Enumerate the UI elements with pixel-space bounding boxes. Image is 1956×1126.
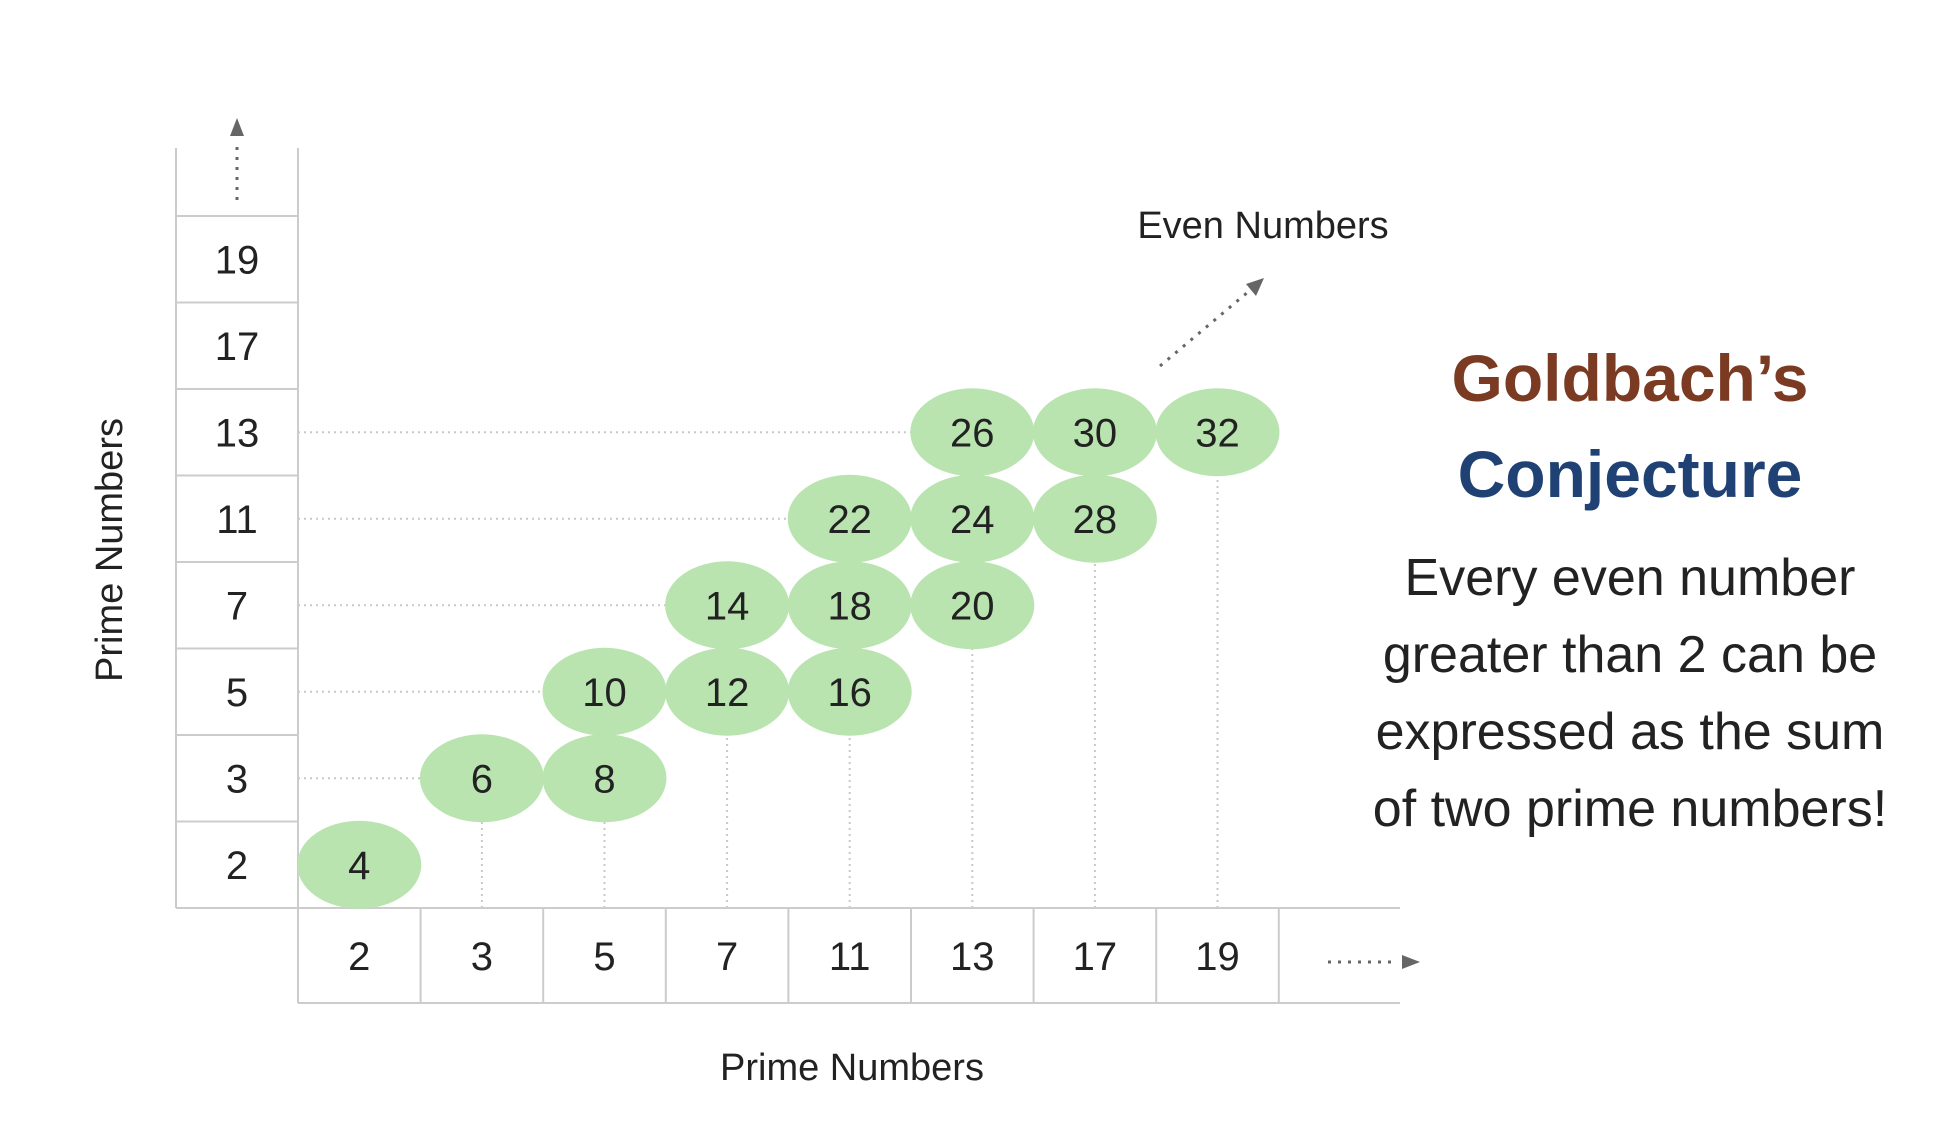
x-tick-label: 19: [1195, 935, 1240, 979]
y-tick-label: 2: [226, 844, 248, 888]
sum-value: 12: [705, 671, 750, 715]
y-axis-arrowhead: [230, 118, 244, 136]
sum-bubble: [665, 647, 790, 736]
statement-line: Every even number: [1404, 549, 1856, 607]
y-axis-label: Prime Numbers: [89, 418, 131, 682]
even-numbers-arrow-line: [1159, 290, 1249, 368]
sum-bubble: [297, 820, 422, 909]
sum-value: 32: [1195, 411, 1240, 455]
sum-bubble: [787, 561, 912, 650]
conjecture-statement: Every even number greater than 2 can be …: [1320, 540, 1940, 848]
y-tick-label: 13: [215, 411, 260, 455]
statement-line: expressed as the sum: [1375, 703, 1885, 761]
x-tick-label: 3: [471, 935, 493, 979]
sum-value: 24: [950, 498, 995, 542]
x-tick-label: 2: [348, 935, 370, 979]
sum-value: 28: [1073, 498, 1118, 542]
sum-bubble: [542, 734, 667, 823]
sum-value: 14: [705, 584, 750, 628]
x-tick-label: 5: [593, 935, 615, 979]
x-tick-label: 11: [829, 935, 871, 979]
sum-bubble: [910, 561, 1035, 650]
statement-line: greater than 2 can be: [1382, 626, 1878, 684]
statement-line: of two prime numbers!: [1372, 780, 1888, 838]
x-tick-label: 17: [1073, 935, 1118, 979]
x-tick-label: 7: [716, 935, 738, 979]
sum-value: 26: [950, 411, 995, 455]
sum-value: 30: [1073, 411, 1118, 455]
sum-bubble: [787, 647, 912, 736]
axis-labels: Prime Numbers Prime Numbers Even Numbers: [89, 118, 1420, 1089]
diagonal-label: Even Numbers: [1137, 205, 1388, 247]
y-tick-label: 3: [226, 757, 248, 801]
sum-bubble: [787, 474, 912, 563]
sum-value: 18: [827, 584, 872, 628]
y-tick-label: 7: [226, 584, 248, 628]
y-tick-label: 19: [215, 238, 260, 282]
sum-value: 6: [471, 757, 493, 801]
title-goldbachs: Goldbach’s: [1451, 341, 1809, 415]
y-tick-label: 17: [215, 325, 260, 369]
even-numbers-arrowhead: [1246, 278, 1264, 296]
sum-bubble: [1155, 388, 1280, 477]
axis-tables: 2 3 5 7 11 13 17 19 2 3 5 7 11 13 17 19: [175, 148, 1400, 1004]
sum-bubble: [910, 474, 1035, 563]
sum-value: 4: [348, 844, 370, 888]
sum-bubble: [910, 388, 1035, 477]
sum-bubble: [419, 734, 544, 823]
sum-value: 8: [593, 757, 615, 801]
sum-bubbles: 4 6 8 10 12 16 14 18 20 22 24 28 26 30 32: [297, 388, 1280, 909]
y-tick-label: 5: [226, 671, 248, 715]
sum-bubble: [542, 647, 667, 736]
sum-value: 20: [950, 584, 995, 628]
sum-bubble: [665, 561, 790, 650]
sum-bubble: [1032, 474, 1157, 563]
sum-value: 10: [582, 671, 627, 715]
sum-value: 16: [827, 671, 872, 715]
y-tick-label: 11: [216, 498, 258, 542]
x-axis-arrowhead: [1402, 955, 1420, 969]
sum-bubble: [1032, 388, 1157, 477]
title-block: Goldbach’s Conjecture Every even number …: [1320, 330, 1940, 848]
x-axis-label: Prime Numbers: [720, 1047, 984, 1089]
title-conjecture: Conjecture: [1457, 437, 1803, 511]
x-tick-label: 13: [950, 935, 995, 979]
sum-value: 22: [827, 498, 872, 542]
